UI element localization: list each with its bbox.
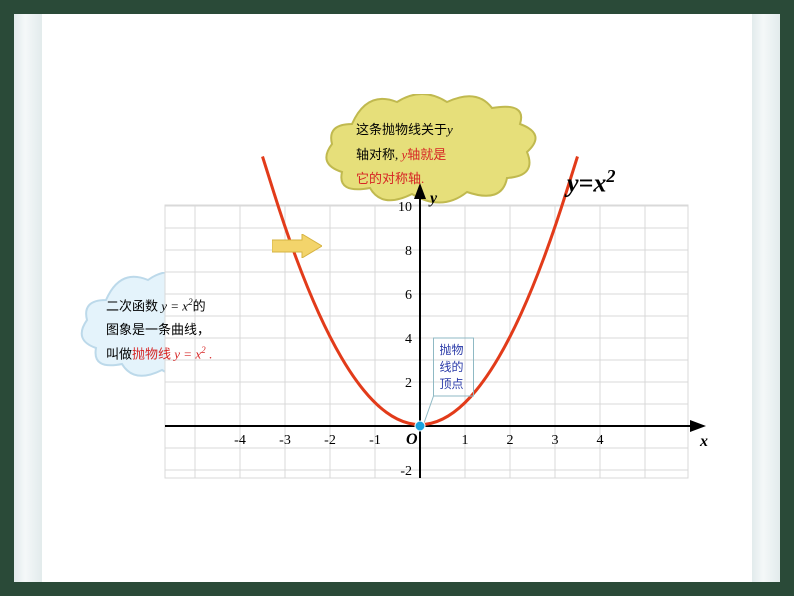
svg-text:顶点: 顶点 [440, 377, 464, 391]
eq-eq: = [579, 169, 594, 198]
cloud-left-line3: 叫做抛物线 y = x2 . [106, 342, 256, 366]
cloud-symmetry: 这条抛物线关于y 轴对称, y轴就是 它的对称轴. [322, 94, 542, 204]
svg-text:-1: -1 [369, 433, 381, 448]
svg-text:4: 4 [597, 433, 604, 448]
svg-text:2: 2 [507, 433, 514, 448]
cloud-left-line1: 二次函数 y = x2的 [106, 294, 256, 318]
svg-text:线的: 线的 [440, 359, 464, 374]
arrow-decoration [272, 234, 322, 258]
svg-text:O: O [406, 431, 418, 448]
cloud-top-line2: 轴对称, y轴就是 [356, 143, 520, 168]
svg-text:-2: -2 [324, 433, 336, 448]
svg-text:8: 8 [405, 244, 412, 259]
cloud-left-line2: 图象是一条曲线， [106, 318, 256, 342]
svg-text:3: 3 [552, 433, 559, 448]
svg-text:-3: -3 [279, 433, 291, 448]
cloud-top-line1: 这条抛物线关于y [356, 118, 520, 143]
svg-text:-4: -4 [234, 433, 246, 448]
cloud-top-line3: 它的对称轴. [356, 167, 520, 192]
cloud-definition: 二次函数 y = x2的 图象是一条曲线， 叫做抛物线 y = x2 . [78, 272, 278, 382]
eq-x: x [593, 169, 606, 198]
equation-label: y=x2 [567, 166, 615, 199]
svg-text:抛物: 抛物 [440, 342, 464, 357]
svg-text:-2: -2 [400, 464, 412, 479]
eq-sq: 2 [606, 166, 615, 186]
eq-y: y [567, 169, 579, 198]
svg-text:1: 1 [462, 433, 469, 448]
svg-text:4: 4 [405, 332, 412, 347]
svg-text:2: 2 [405, 376, 412, 391]
svg-text:6: 6 [405, 288, 412, 303]
svg-text:x: x [699, 433, 708, 450]
